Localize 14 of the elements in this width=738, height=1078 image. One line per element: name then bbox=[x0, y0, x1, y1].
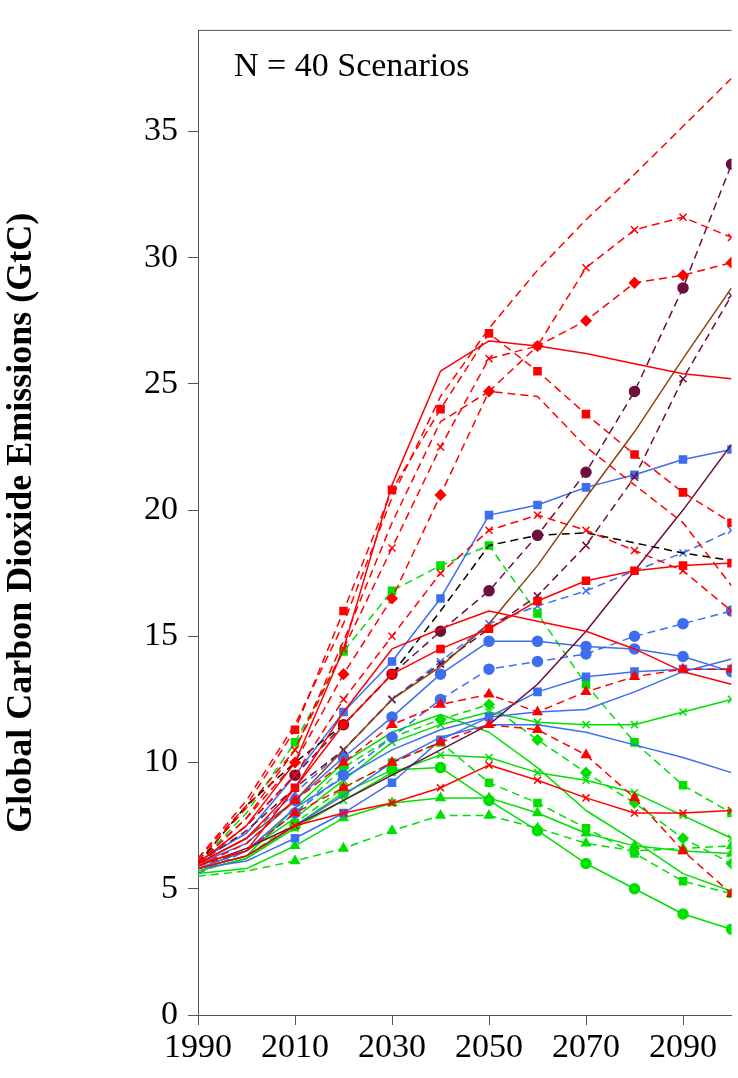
y-tick-label: 20 bbox=[144, 489, 178, 526]
x-tick-label: 2070 bbox=[552, 1027, 620, 1065]
x-tick-label: 2090 bbox=[649, 1027, 717, 1065]
annotation: N = 40 Scenarios bbox=[234, 46, 470, 84]
x-tick-label: 2010 bbox=[261, 1027, 329, 1065]
x-tick-label: 2050 bbox=[455, 1027, 523, 1065]
y-tick-label: 15 bbox=[144, 615, 178, 653]
x-tick-label: 2030 bbox=[358, 1027, 426, 1065]
y-tick-label: 10 bbox=[144, 741, 178, 779]
y-tick-label: 35 bbox=[144, 110, 178, 148]
y-tick-label: 5 bbox=[161, 867, 178, 905]
y-tick-label: 25 bbox=[144, 362, 178, 400]
y-tick-label: 30 bbox=[144, 236, 178, 274]
y-axis-title: Global Carbon Dioxide Emissions (GtC) bbox=[0, 212, 39, 833]
